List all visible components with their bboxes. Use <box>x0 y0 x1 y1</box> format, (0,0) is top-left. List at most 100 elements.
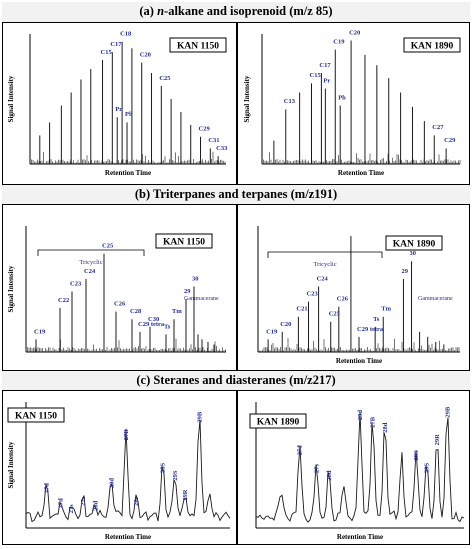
y-axis-label: Signal Intensity <box>7 75 15 122</box>
section-b-header: (b) Triterpanes and terpanes (m/z191) <box>2 184 470 205</box>
divider-b <box>236 205 238 370</box>
peak-label-10: 29S <box>424 463 431 474</box>
peak-label-9: C18 <box>120 31 132 38</box>
peak-label-14: C25 <box>159 75 171 82</box>
peak-label-3: C23 <box>307 291 319 298</box>
peak-label-11: 29 <box>184 288 191 295</box>
chart-panel-a-left: C15 C17 Pr C18 Ph C20 C25 C29 C31 C33 KAN 1150 Sign… <box>4 24 234 182</box>
peak-label-4: C24 <box>317 275 329 282</box>
peak-label-7: C29 tetra <box>138 321 165 328</box>
peak-label-8: C30 <box>148 316 159 323</box>
chart-panel-b-left: C19 C22 C23 C24 C25 C26 C28 C29 tetra C30 Ts Tm 29 3… <box>4 206 234 368</box>
peak-label-10: Ph <box>125 111 133 118</box>
sample-label: KAN 1890 <box>257 418 300 428</box>
sample-box <box>385 235 443 251</box>
peak-label-5: 29d <box>357 410 364 421</box>
peak-label-9: 29S <box>172 470 179 481</box>
peak-label-9: Ts <box>373 316 380 323</box>
peak-label-10: Tm <box>172 308 182 315</box>
peak-label-8: C29 tetra <box>357 326 384 333</box>
peak-label-19: C31 <box>208 137 219 144</box>
peak-label-3: 27s <box>80 496 87 506</box>
section-a-header: (a) n-alkane and isoprenoid (m/z 85) <box>2 2 470 23</box>
y-axis-label: Signal Intensity <box>7 441 15 488</box>
chart-c-right: 27d 27s 28d 29d 27B 28d 28S 29S 29R 29B KAN 1890 Re… <box>249 402 465 541</box>
tricyclic-bracket <box>267 251 383 258</box>
sample-box <box>249 413 307 429</box>
peak-label-2: 27s <box>68 504 75 514</box>
peak-label-6: C26 <box>337 296 349 303</box>
peak-label-12: 30 <box>192 275 199 282</box>
x-axis-label: Retention Time <box>105 533 151 541</box>
peak-label-7: C17 <box>110 41 122 48</box>
baseline-noise <box>25 338 226 352</box>
peak-label-1: C13 <box>284 98 296 105</box>
peak-label-5: C25 <box>329 311 341 318</box>
chart-panel-c-right: 27d 27s 28d 29d 27B 28d 28S 29S 29R 29B KAN 1890 Re… <box>240 392 468 544</box>
peak-label-6: C15 <box>101 49 113 56</box>
x-axis-label: Retention Time <box>336 357 382 365</box>
peak-label-9: Ts <box>164 323 171 330</box>
peak-label-4: C25 <box>102 243 114 250</box>
peak-label-4: C17 <box>319 62 331 69</box>
peak-label-5: C26 <box>114 301 126 308</box>
peak-label-7: 28s <box>133 496 140 506</box>
baseline-noise <box>257 338 460 352</box>
peak-label-1: C22 <box>58 297 69 304</box>
peak-label-2: 27s <box>313 464 320 474</box>
peak-label-10: Tm <box>381 306 391 313</box>
peak-label-7: Ph <box>338 94 346 101</box>
peak-label-3: 28d <box>326 470 333 481</box>
peak-label-12: C20 <box>140 51 151 58</box>
chart-panel-a-right: C13 C15 C17 Pr C19 Ph C20 C27 C29 KAN 1890 Signal … <box>240 24 468 182</box>
peak-label-15: C27 <box>432 124 444 131</box>
sample-box <box>169 37 227 53</box>
divider-a <box>236 23 238 184</box>
peak-label-5: 29d <box>109 478 116 489</box>
peak-label-0: C19 <box>266 328 278 335</box>
sample-label: KAN 1890 <box>393 240 436 250</box>
x-axis-label: Retention Time <box>337 533 383 541</box>
gammacerane-label: Gammacerane <box>184 296 219 302</box>
section-b-header-text: (b) Triterpanes and terpanes (m/z191) <box>134 187 338 201</box>
peak-label-11: 29 <box>401 268 408 275</box>
peak-label-2: C23 <box>70 280 82 287</box>
sample-label: KAN 1150 <box>163 238 205 248</box>
peak-label-11: 29B <box>196 411 203 423</box>
peak-label-10: 29R <box>182 489 189 501</box>
section-a-header-suffix: -alkane and isoprenoid (m/z 85) <box>164 4 333 18</box>
peak-label-1: 27d <box>58 498 65 509</box>
section-a-header-italic: n <box>157 4 165 18</box>
peak-label-6: 27B <box>123 429 130 441</box>
sample-label: KAN 1150 <box>15 412 57 422</box>
peak-label-1: 27d <box>297 445 304 456</box>
chart-panel-b-right: C19 C20 C21 C23 C24 C25 C26 C29 tetra Ts Tm 29 30 KA… <box>240 206 468 368</box>
peak-label-8: Pr <box>115 106 122 113</box>
x-axis-label: Retention Time <box>105 169 151 177</box>
gammacerane-label: Gammacerane <box>418 296 453 302</box>
section-c-header-text: (c) Steranes and diasteranes (m/z217) <box>136 373 336 387</box>
tricyclic-label: Tricyclic <box>313 261 336 268</box>
trace-line <box>25 419 231 523</box>
peak-label-3: C24 <box>84 268 96 275</box>
peak-label-6: C28 <box>130 308 142 315</box>
peak-label-9: 28S <box>413 450 420 461</box>
peak-label-6: C19 <box>333 38 345 45</box>
sample-label: KAN 1150 <box>177 42 219 52</box>
y-axis-label: Signal Intensity <box>243 75 251 122</box>
peak-label-12: 30 <box>410 250 417 257</box>
tricyclic-bracket <box>37 249 145 256</box>
divider-c <box>236 391 238 545</box>
tricyclic-label: Tricyclic <box>79 259 102 266</box>
trace-line <box>255 412 465 523</box>
chart-panel-c-left: 27d 27d 27s 27s 28d 29d 27B 28s 28S 29S 29R 29B KAN … <box>4 392 234 544</box>
peak-label-0: C19 <box>34 328 46 335</box>
section-c-header: (c) Steranes and diasteranes (m/z217) <box>2 370 470 391</box>
peak-label-0: 27d <box>43 483 50 494</box>
peak-label-6: 27B <box>369 416 376 428</box>
peak-label-11: 29R <box>434 434 441 446</box>
